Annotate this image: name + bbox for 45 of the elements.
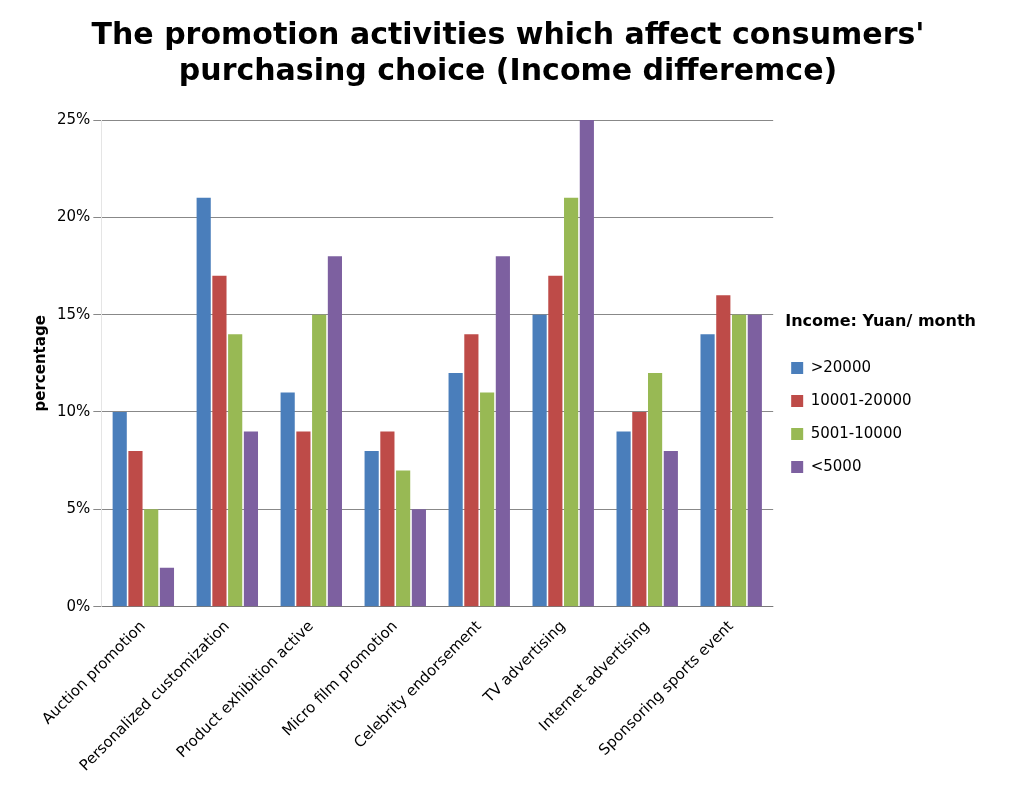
bar bbox=[196, 197, 211, 607]
bar bbox=[364, 450, 379, 607]
bar bbox=[648, 373, 663, 607]
y-tick-label: 15% bbox=[57, 304, 91, 323]
bar bbox=[747, 314, 762, 607]
legend-label: 5001-10000 bbox=[810, 423, 902, 442]
legend-title: Income: Yuan/ month bbox=[785, 310, 976, 330]
y-tick-label: 20% bbox=[57, 207, 91, 226]
bar bbox=[159, 567, 175, 607]
y-tick-label: 0% bbox=[66, 596, 91, 615]
chart-title: The promotion activities which affect consumers' purchasing choice (Income differemce) bbox=[91, 15, 925, 87]
bar bbox=[296, 431, 311, 607]
bar bbox=[716, 295, 731, 607]
bar bbox=[243, 431, 259, 607]
bar bbox=[411, 509, 426, 607]
bar bbox=[312, 314, 327, 607]
bar bbox=[663, 450, 678, 607]
y-tick-label: 25% bbox=[57, 109, 91, 128]
bar bbox=[548, 275, 563, 607]
bar bbox=[731, 314, 747, 607]
legend-label: 10001-20000 bbox=[810, 390, 912, 409]
bar bbox=[396, 470, 411, 607]
bar bbox=[616, 431, 631, 607]
bar bbox=[380, 431, 395, 607]
bar bbox=[128, 450, 143, 607]
bar bbox=[464, 334, 479, 607]
legend-label: >20000 bbox=[810, 357, 871, 376]
bar bbox=[212, 275, 227, 607]
bar bbox=[632, 411, 647, 607]
legend-label: <5000 bbox=[810, 456, 862, 475]
bar bbox=[448, 373, 463, 607]
bar bbox=[228, 334, 243, 607]
bar bbox=[564, 197, 579, 607]
bar bbox=[112, 411, 127, 607]
y-tick-label: 5% bbox=[66, 499, 91, 518]
bar bbox=[579, 120, 594, 607]
bar bbox=[280, 392, 295, 607]
bar bbox=[327, 256, 342, 607]
bar bbox=[532, 314, 547, 607]
bar bbox=[480, 392, 495, 607]
y-tick-label: 10% bbox=[57, 401, 91, 420]
bar bbox=[495, 256, 510, 607]
bar bbox=[144, 509, 159, 607]
bar bbox=[700, 334, 715, 607]
y-axis-title: percentage bbox=[30, 315, 49, 412]
